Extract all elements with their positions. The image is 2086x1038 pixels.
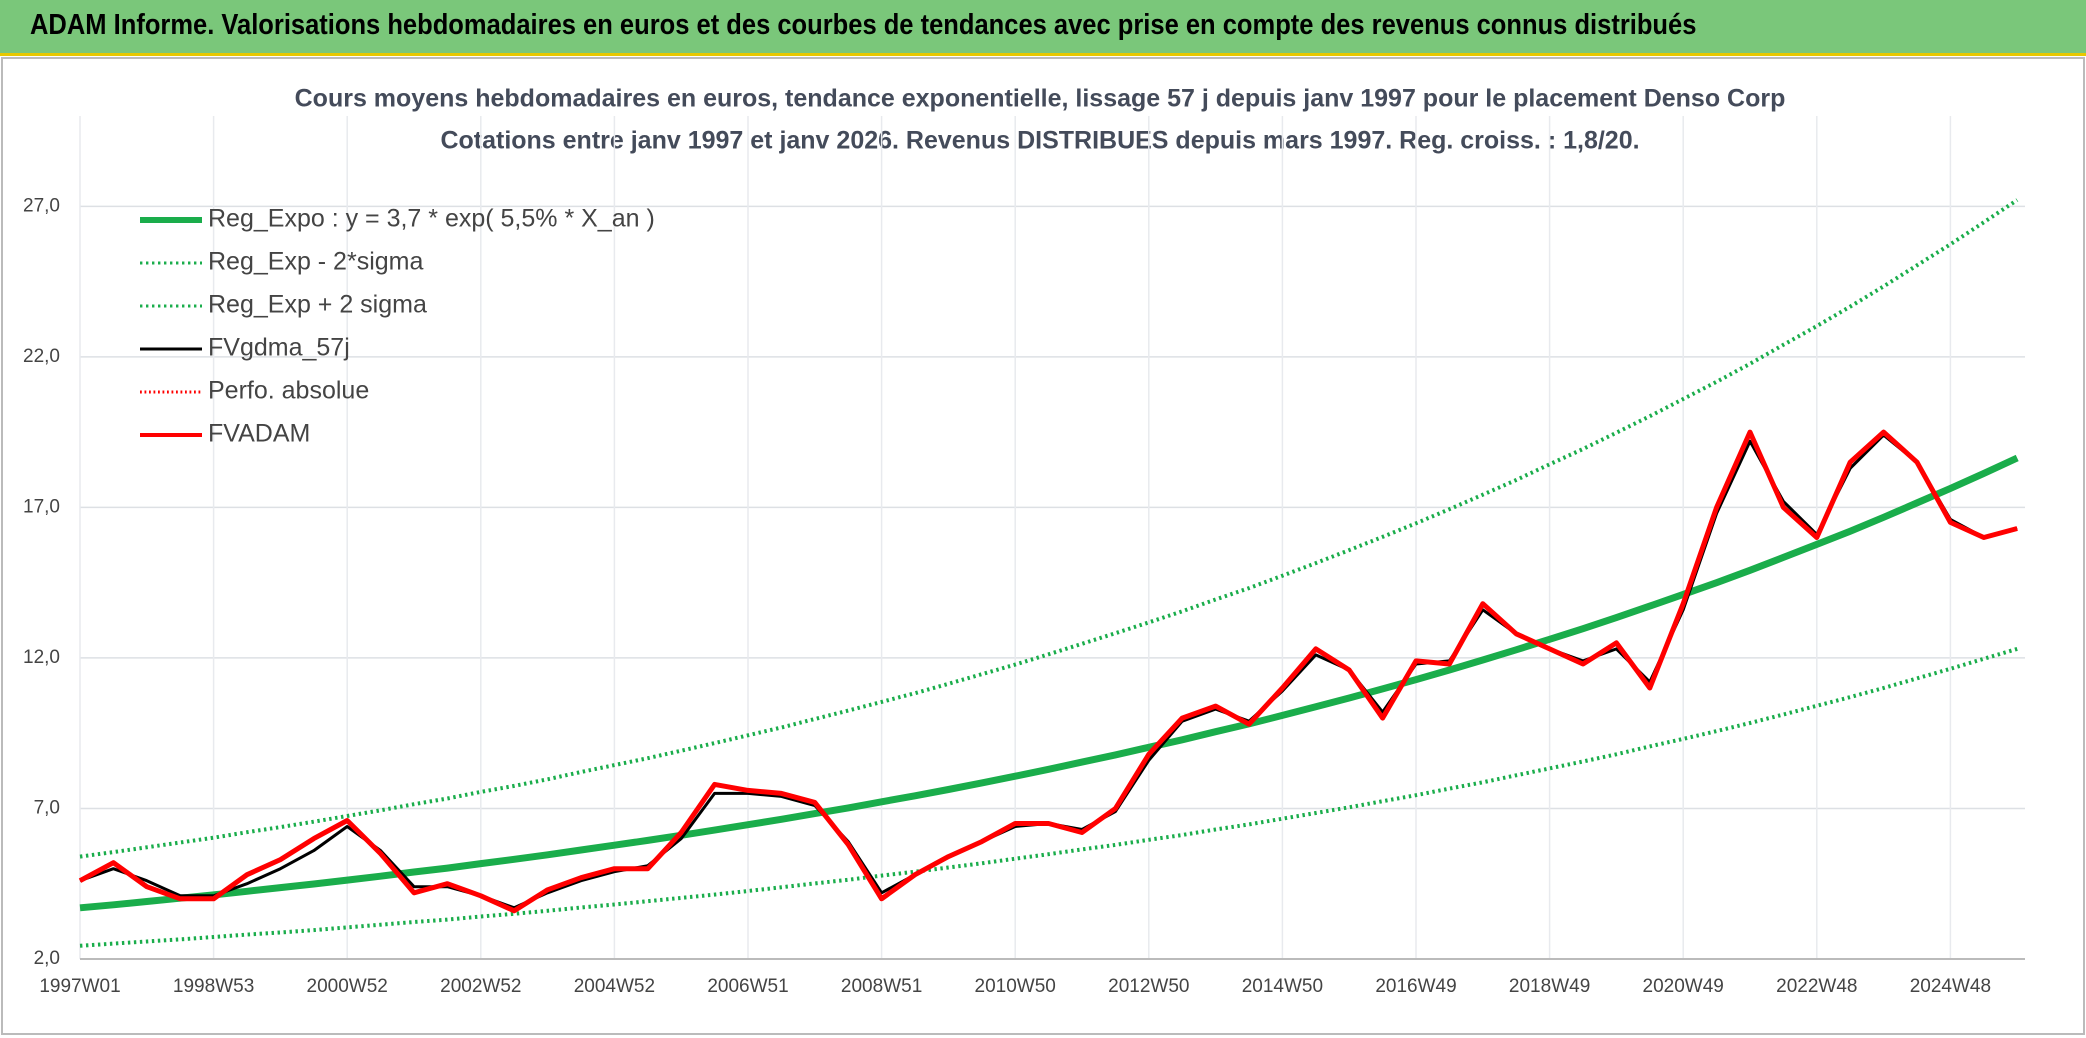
x-tick-label: 2018W49 (1509, 976, 1590, 997)
chart-title: Cours moyens hebdomadaires en euros, ten… (295, 85, 1786, 113)
x-tick-label: 2010W50 (975, 976, 1056, 997)
legend-label: Perfo. absolue (208, 377, 369, 405)
x-tick-label: 2022W48 (1776, 976, 1857, 997)
x-tick-label: 2016W49 (1375, 976, 1456, 997)
chart-subtitle: Cotations entre janv 1997 et janv 2026. … (440, 127, 1639, 155)
x-tick-label: 2004W52 (574, 976, 655, 997)
y-tick-label: 27,0 (23, 195, 60, 216)
x-tick-label: 2024W48 (1910, 976, 1991, 997)
x-tick-label: 2000W52 (307, 976, 388, 997)
legend-label: FVgdma_57j (208, 334, 350, 362)
y-tick-label: 17,0 (23, 496, 60, 517)
legend-label: FVADAM (208, 420, 310, 448)
legend-label: Reg_Exp + 2 sigma (208, 291, 427, 319)
chart-frame (1, 57, 2085, 1035)
series-line (79, 198, 2019, 859)
x-tick-label: 1997W01 (39, 976, 120, 997)
chart: Cours moyens hebdomadaires en euros, ten… (1, 57, 2085, 1035)
x-tick-label: 2014W50 (1242, 976, 1323, 997)
x-tick-label: 2002W52 (440, 976, 521, 997)
x-tick-label: 2006W51 (707, 976, 788, 997)
legend-label: Reg_Expo : y = 3,7 * exp( 5,5% * X_an ) (208, 205, 655, 233)
title-bar: ADAM Informe. Valorisations hebdomadaire… (0, 0, 2086, 56)
y-tick-label: 2,0 (34, 948, 60, 969)
x-tick-label: 2020W49 (1643, 976, 1724, 997)
series-line (78, 429, 2018, 914)
legend-label: Reg_Exp - 2*sigma (208, 248, 423, 276)
x-tick-label: 1998W53 (173, 976, 254, 997)
x-tick-label: 2012W50 (1108, 976, 1189, 997)
y-tick-label: 12,0 (23, 647, 60, 668)
page-title: ADAM Informe. Valorisations hebdomadaire… (30, 9, 1697, 41)
x-tick-label: 2008W51 (841, 976, 922, 997)
y-tick-label: 22,0 (23, 346, 60, 367)
y-tick-label: 7,0 (34, 797, 60, 818)
series-line (79, 646, 2018, 948)
